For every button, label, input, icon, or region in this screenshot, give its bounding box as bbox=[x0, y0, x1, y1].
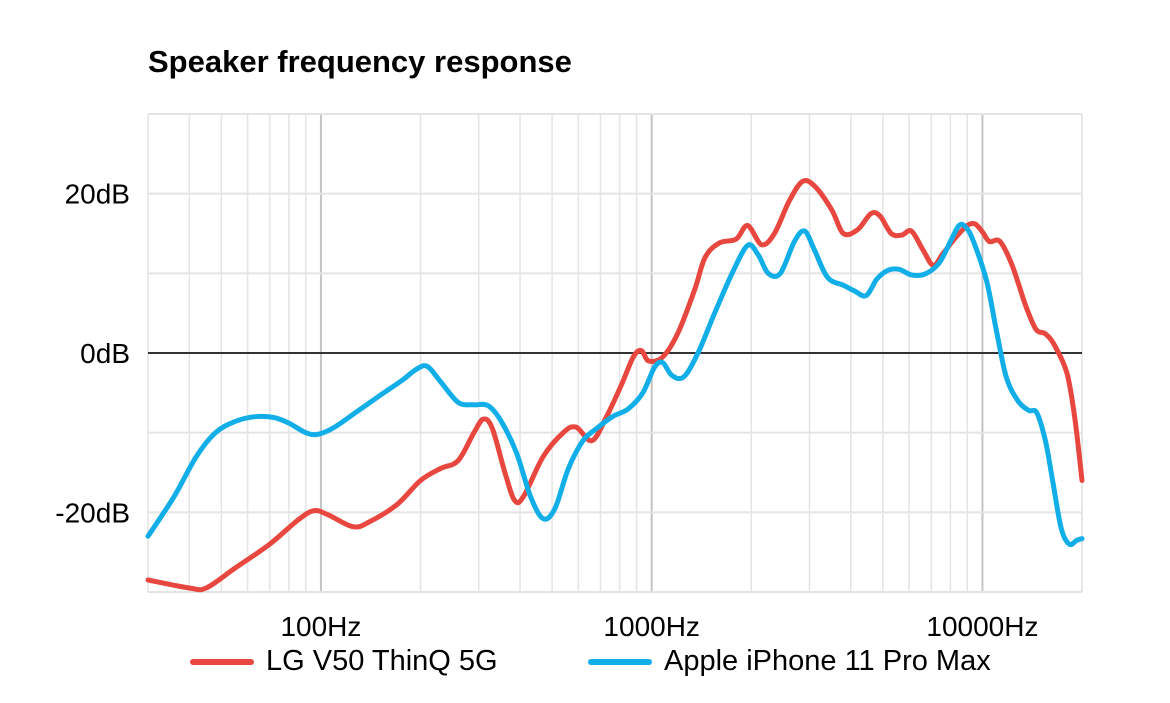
y-tick-label: 0dB bbox=[80, 338, 130, 369]
frequency-response-plot: 20dB 0dB -20dB 100Hz 1000Hz 10000Hz bbox=[55, 113, 1085, 640]
legend: LG V50 ThinQ 5G Apple iPhone 11 Pro Max bbox=[0, 645, 1170, 695]
legend-label: Apple iPhone 11 Pro Max bbox=[664, 645, 991, 677]
series-line-lg-v50 bbox=[145, 178, 1085, 593]
legend-item: Apple iPhone 11 Pro Max bbox=[588, 645, 991, 678]
y-tick-label: 20dB bbox=[65, 179, 130, 210]
y-tick-label: -20dB bbox=[55, 497, 130, 528]
legend-swatch bbox=[190, 658, 254, 665]
legend-swatch bbox=[588, 658, 652, 665]
x-tick-label: 10000Hz bbox=[926, 611, 1038, 640]
x-tick-label: 1000Hz bbox=[603, 611, 700, 640]
x-tick-label: 100Hz bbox=[280, 611, 361, 640]
series-line-iphone-11-pro-max bbox=[145, 221, 1085, 548]
series-lines bbox=[145, 178, 1085, 593]
axes: 20dB 0dB -20dB 100Hz 1000Hz 10000Hz bbox=[55, 179, 1082, 640]
legend-item: LG V50 ThinQ 5G bbox=[190, 645, 498, 678]
legend-label: LG V50 ThinQ 5G bbox=[266, 645, 498, 677]
chart-title: Speaker frequency response bbox=[148, 44, 572, 79]
